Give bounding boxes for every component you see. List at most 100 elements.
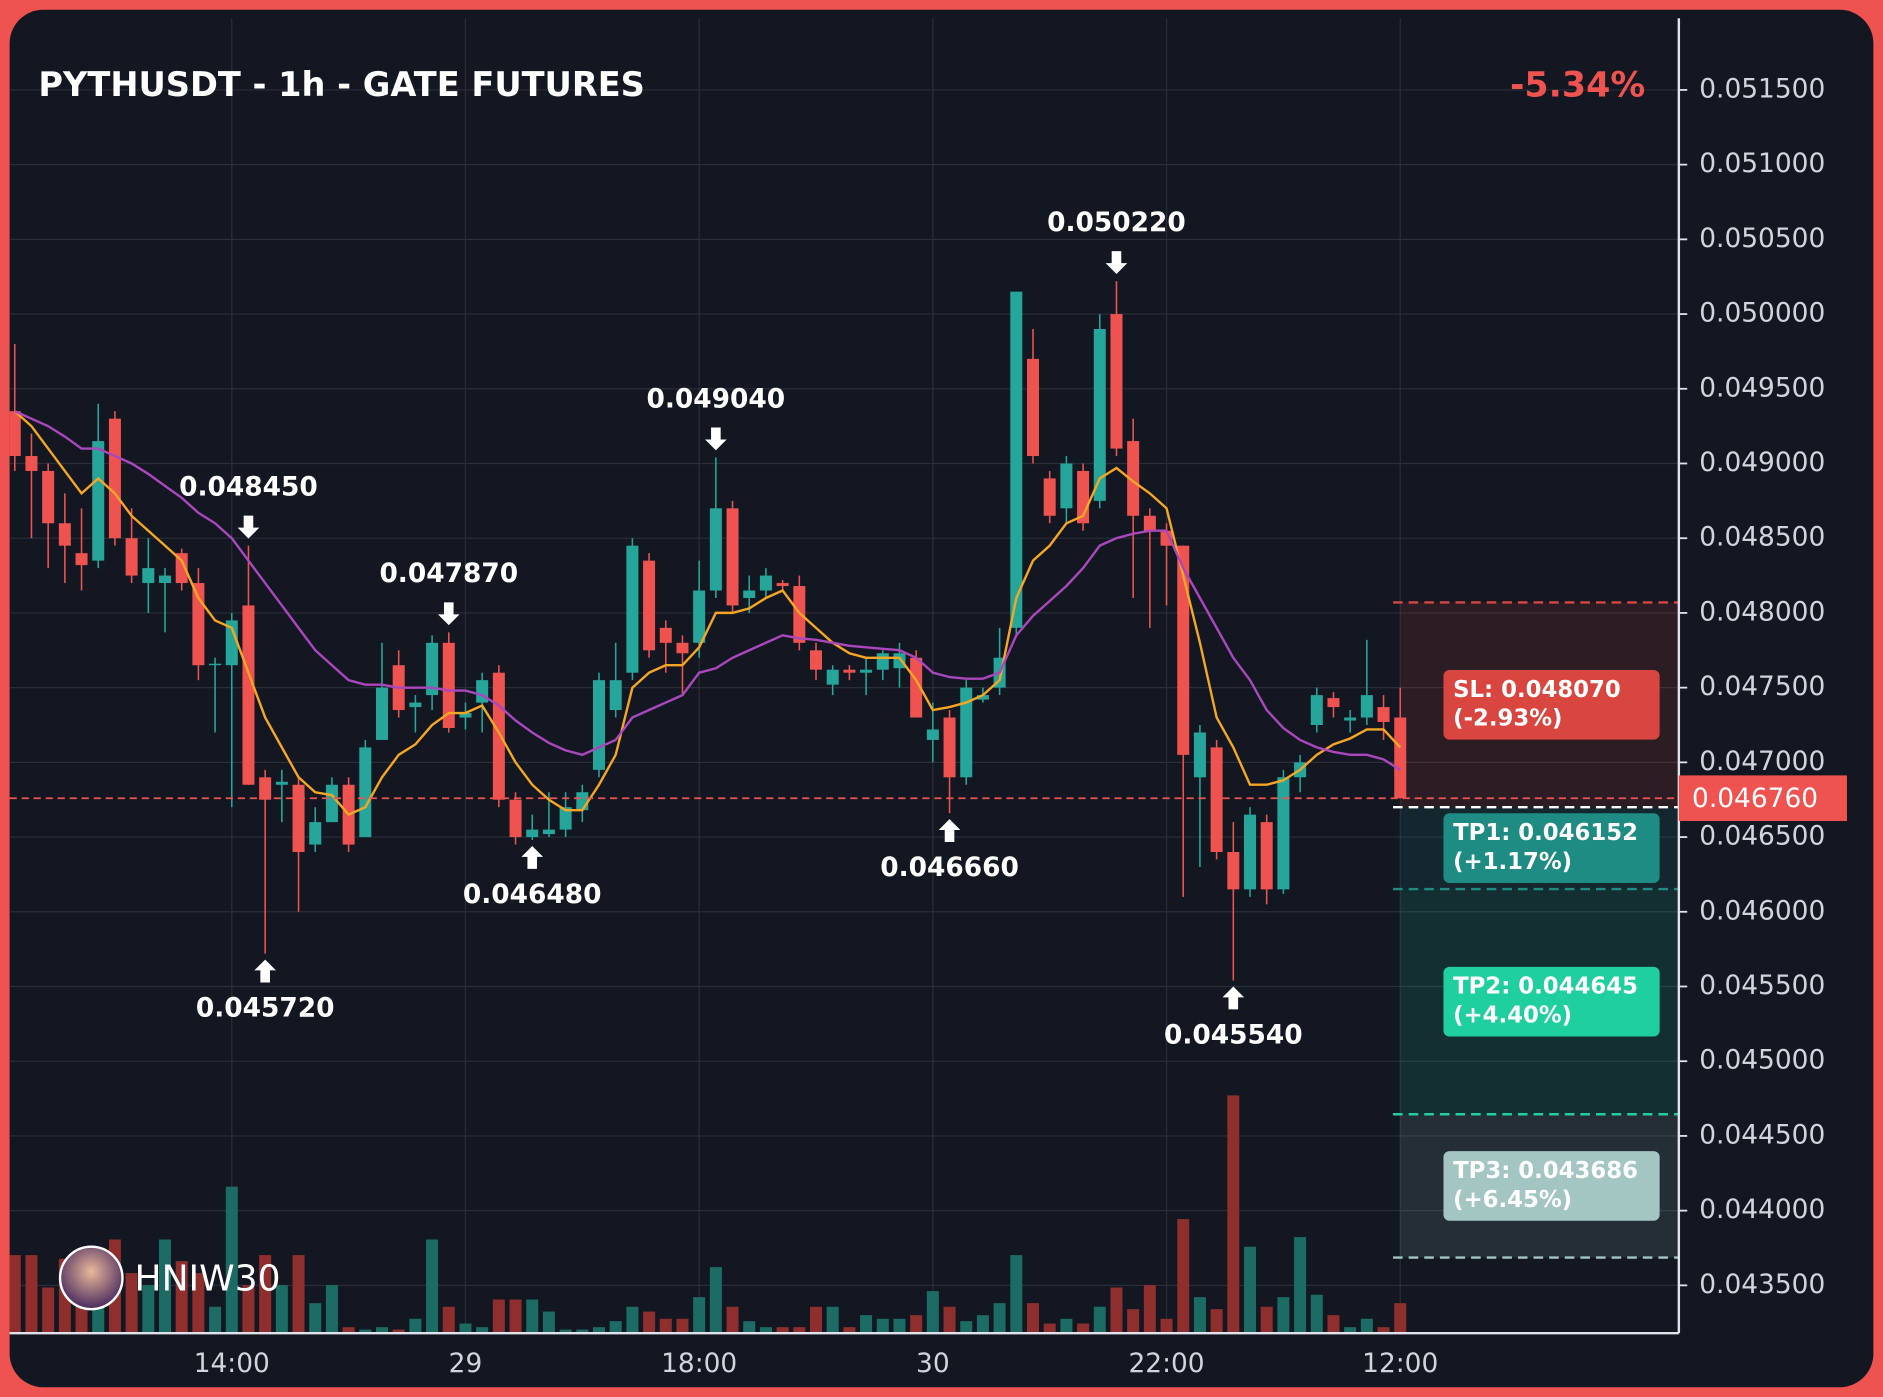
volume-bar — [576, 1329, 589, 1334]
moving-average-line — [14, 410, 1401, 771]
candle-body — [609, 680, 622, 711]
candle-body — [108, 418, 121, 539]
candle-body — [25, 456, 38, 471]
y-tick-label: 0.045000 — [1699, 1045, 1825, 1076]
volume-bar — [1127, 1309, 1140, 1334]
volume-bar — [526, 1299, 539, 1334]
candle-body — [1277, 777, 1290, 890]
level-percent: (-2.93%) — [1453, 706, 1562, 732]
volume-bar — [759, 1327, 772, 1334]
volume-bar — [810, 1306, 823, 1334]
volume-bar — [292, 1255, 305, 1334]
x-tick-label: 18:00 — [661, 1348, 737, 1379]
candle-body — [1060, 463, 1073, 509]
volume-bar — [559, 1329, 572, 1334]
volume-bar — [793, 1327, 806, 1334]
y-tick-label: 0.047500 — [1699, 671, 1825, 702]
volume-bar — [1043, 1323, 1056, 1334]
candle-body — [876, 653, 889, 670]
volume-bar — [943, 1306, 956, 1334]
extreme-label: 0.046660 — [880, 852, 1019, 883]
x-tick-label: 29 — [449, 1348, 483, 1379]
volume-bar — [593, 1327, 606, 1334]
volume-bar — [726, 1306, 739, 1334]
candle-body — [726, 508, 739, 606]
volume-bar — [1227, 1095, 1240, 1334]
candle-body — [960, 687, 973, 778]
arrow — [521, 846, 544, 869]
candle-body — [309, 822, 322, 845]
candle-body — [843, 669, 856, 673]
volume-bar — [1360, 1318, 1373, 1334]
watermark: HNIW30 — [135, 1258, 281, 1299]
volume-bar — [1277, 1297, 1290, 1334]
volume-bar — [776, 1327, 789, 1334]
level-box — [1443, 966, 1660, 1037]
level-percent: (+1.17%) — [1453, 849, 1572, 875]
y-tick-label: 0.044500 — [1699, 1119, 1825, 1150]
chart-title: PYTHUSDT - 1h - GATE FUTURES — [38, 65, 644, 104]
volume-bar — [1294, 1237, 1307, 1334]
volume-bar — [926, 1291, 939, 1334]
y-tick-label: 0.046000 — [1699, 895, 1825, 926]
candle-body — [125, 538, 138, 576]
level-label: TP3: 0.043686 — [1453, 1158, 1638, 1184]
volume-bar — [676, 1318, 689, 1334]
candle-body — [1127, 441, 1140, 516]
level-box — [1443, 813, 1660, 883]
volume-bar — [1110, 1287, 1123, 1334]
x-tick-label: 30 — [916, 1348, 950, 1379]
moving-averages — [13, 410, 1402, 817]
level-label: TP1: 0.046152 — [1453, 820, 1638, 846]
candle-body — [1260, 822, 1273, 890]
volume-bar — [1077, 1323, 1090, 1334]
volume-bar — [626, 1306, 639, 1334]
candle-body — [1327, 698, 1340, 708]
candle-body — [175, 553, 188, 584]
volume-bar — [158, 1239, 172, 1334]
volume-bar — [1260, 1306, 1273, 1334]
candle-body — [1043, 478, 1056, 516]
volume — [9, 1095, 1407, 1334]
level-box — [1443, 1151, 1660, 1221]
candle-body — [693, 590, 706, 643]
volume-bar — [1027, 1303, 1040, 1334]
y-tick-label: 0.049000 — [1699, 447, 1825, 478]
candle-body — [359, 747, 372, 838]
candle-body — [1160, 530, 1173, 546]
candle-body — [259, 777, 272, 800]
volume-bar — [409, 1318, 422, 1334]
volume-bar — [175, 1261, 188, 1334]
candle-body — [526, 829, 539, 838]
y-tick-label: 0.050500 — [1699, 223, 1825, 254]
candle-body — [158, 575, 172, 584]
volume-bar — [275, 1285, 288, 1334]
candle-body — [325, 784, 338, 823]
volume-bar — [225, 1186, 238, 1334]
volume-bar — [910, 1315, 923, 1334]
level-percent: (+6.45%) — [1453, 1187, 1572, 1213]
volume-bar — [960, 1321, 973, 1334]
candle-body — [509, 799, 522, 838]
volume-bar — [209, 1306, 222, 1334]
volume-bar — [1344, 1327, 1357, 1334]
volume-bar — [1010, 1255, 1023, 1334]
extreme-label: 0.047870 — [379, 558, 518, 589]
panel — [9, 9, 1874, 1388]
volume-bar — [325, 1285, 338, 1334]
candle-body — [1310, 695, 1323, 725]
extreme-label: 0.048450 — [179, 472, 318, 503]
extreme-label: 0.050220 — [1047, 207, 1186, 238]
candle-body — [1377, 707, 1390, 723]
candle-body — [476, 680, 489, 703]
change-percent: -5.34% — [1510, 66, 1645, 106]
y-tick-label: 0.051000 — [1699, 148, 1825, 179]
last-price-box — [1678, 775, 1847, 822]
volume-bar — [876, 1318, 889, 1334]
volume-bar — [42, 1287, 55, 1334]
volume-bar — [860, 1315, 873, 1334]
candle-body — [1027, 358, 1040, 457]
x-tick-label: 12:00 — [1362, 1348, 1438, 1379]
volume-bar — [342, 1327, 355, 1334]
annotations: 0.048450 0.045720 0.047870 0.046480 0.049040… — [179, 207, 1303, 1050]
